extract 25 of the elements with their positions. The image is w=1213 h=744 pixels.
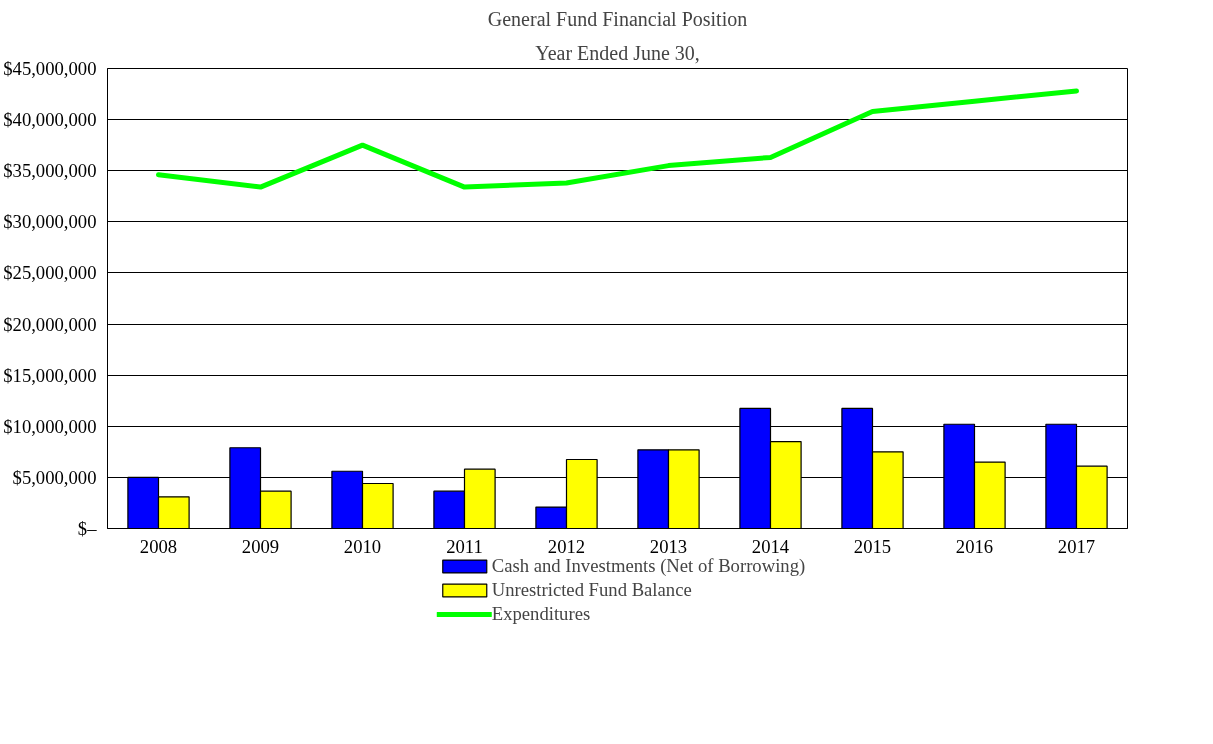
legend-label: Unrestricted Fund Balance bbox=[491, 579, 692, 601]
x-tick-label: 2017 bbox=[1057, 535, 1096, 557]
y-tick-label: $25,000,000 bbox=[3, 262, 97, 284]
y-tick-label: $40,000,000 bbox=[3, 109, 97, 131]
x-tick-label: 2008 bbox=[139, 535, 178, 557]
y-tick-label: $10,000,000 bbox=[3, 415, 97, 437]
legend-label: Cash and Investments (Net of Borrowing) bbox=[491, 555, 806, 577]
x-tick-label: 2015 bbox=[853, 535, 892, 557]
x-tick-label: 2012 bbox=[547, 535, 586, 557]
chart-title: General Fund Financial Position bbox=[487, 7, 748, 30]
x-tick-label: 2011 bbox=[446, 535, 483, 557]
chart-subtitle: Year Ended June 30, bbox=[535, 41, 700, 64]
x-tick-label: 2010 bbox=[343, 535, 382, 557]
x-tick-label: 2016 bbox=[955, 535, 994, 557]
y-tick-label: $35,000,000 bbox=[3, 160, 97, 182]
y-tick-label: $5,000,000 bbox=[12, 466, 97, 488]
legend-label: Expenditures bbox=[491, 603, 591, 625]
x-tick-label: 2014 bbox=[751, 535, 790, 557]
y-tick-label: $15,000,000 bbox=[3, 364, 97, 386]
x-tick-label: 2009 bbox=[241, 535, 280, 557]
y-tick-label: $30,000,000 bbox=[3, 211, 97, 233]
y-tick-label: $45,000,000 bbox=[3, 58, 97, 79]
x-tick-label: 2013 bbox=[649, 535, 688, 557]
y-tick-label: $20,000,000 bbox=[3, 313, 97, 335]
y-tick-label: $– bbox=[77, 518, 98, 539]
